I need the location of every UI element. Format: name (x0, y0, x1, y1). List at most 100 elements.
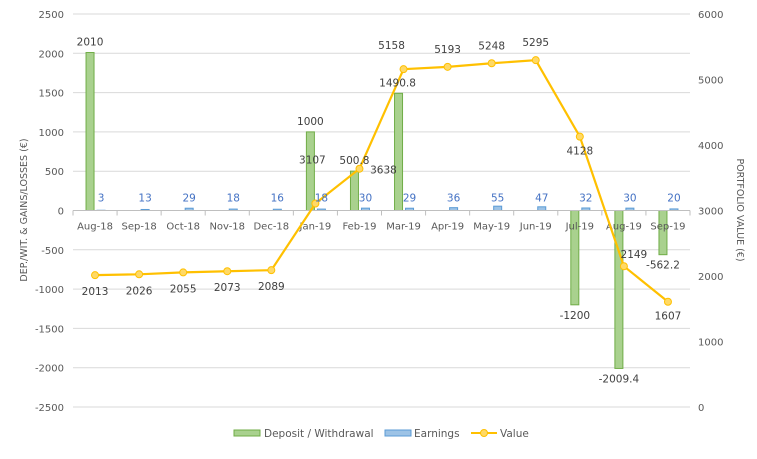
value-label: 5248 (478, 40, 505, 52)
value-line-path (95, 60, 668, 302)
x-tick-label: Oct-18 (166, 222, 200, 233)
value-marker (268, 267, 275, 274)
y-axis-left: -2500 -2000 -1500 -1000 -500 0 500 1000 1500 2000… (35, 10, 64, 414)
x-tick-label: Apr-19 (431, 222, 464, 233)
y2-tick-label: 2000 (698, 272, 723, 283)
value-label: 4128 (566, 146, 593, 158)
value-label: 2089 (258, 281, 285, 293)
y-axis-title: DEP./WIT. & GAINS/LOSSES (€) (19, 138, 30, 281)
y-tick-label: 2500 (39, 10, 64, 21)
y2-axis-title: PORTFOLIO VALUE (€) (734, 158, 745, 261)
deposit-bar (615, 211, 623, 369)
value-label: 2055 (170, 283, 197, 295)
deposit-label: 1000 (297, 116, 324, 128)
earnings-label: 36 (447, 193, 461, 205)
legend-swatch-earnings (385, 430, 411, 436)
y-tick-label: -1500 (35, 324, 64, 335)
earnings-label: 29 (182, 193, 195, 205)
value-label: 1607 (655, 311, 682, 323)
y-tick-label: 1000 (39, 128, 64, 139)
deposit-label: -2009.4 (599, 373, 640, 385)
y2-tick-label: 5000 (698, 76, 723, 87)
value-label: 2073 (214, 282, 241, 294)
value-marker (488, 60, 495, 67)
earnings-label: 20 (667, 193, 680, 205)
x-tick-label: Feb-19 (342, 222, 376, 233)
x-tick-label: Dec-18 (253, 222, 289, 233)
earnings-label: 18 (227, 193, 240, 205)
y2-tick-label: 0 (698, 403, 704, 414)
value-label: 5158 (378, 40, 405, 52)
earnings-label: 30 (623, 193, 636, 205)
y2-tick-label: 4000 (698, 141, 723, 152)
y2-tick-label: 1000 (698, 338, 723, 349)
value-label: 3638 (370, 165, 397, 177)
deposit-label: -562.2 (646, 260, 680, 272)
y-tick-label: 500 (45, 167, 64, 178)
value-marker (400, 66, 407, 73)
legend-label-value: Value (500, 428, 529, 440)
earnings-bar (494, 206, 502, 210)
value-label: 3107 (299, 154, 326, 166)
value-marker (576, 133, 583, 140)
y-axis-right: 0 1000 2000 3000 4000 5000 6000 (698, 10, 723, 414)
y-tick-label: -2000 (35, 364, 64, 375)
x-tick-label: Jun-19 (519, 222, 552, 233)
y-tick-label: -500 (41, 246, 64, 257)
x-tick-label: Nov-18 (209, 222, 245, 233)
value-marker (620, 263, 627, 270)
deposit-label: 2010 (77, 37, 104, 49)
value-label: 2149 (621, 249, 648, 261)
earnings-label: 55 (491, 193, 504, 205)
value-marker (444, 63, 451, 70)
earnings-label: 13 (138, 193, 151, 205)
value-line (92, 57, 672, 306)
legend-swatch-deposit (234, 430, 260, 436)
legend-marker-value (481, 430, 488, 437)
earnings-bar (538, 207, 546, 211)
value-marker (224, 268, 231, 275)
value-marker (180, 269, 187, 276)
y-tick-label: -1000 (35, 285, 64, 296)
deposit-label: -1200 (560, 310, 591, 322)
y-tick-label: 2000 (39, 49, 64, 60)
y-tick-label: 1500 (39, 89, 64, 100)
deposit-bar (86, 53, 94, 211)
deposit-bar (350, 171, 358, 210)
earnings-label: 18 (315, 193, 328, 205)
earnings-label: 30 (359, 193, 372, 205)
x-tick-label: May-19 (473, 222, 510, 233)
earnings-label: 29 (403, 193, 416, 205)
legend-label-deposit: Deposit / Withdrawal (264, 428, 374, 440)
y2-tick-label: 3000 (698, 207, 723, 218)
deposit-label: 500.8 (339, 155, 369, 167)
deposit-bar (659, 211, 667, 255)
legend: Deposit / Withdrawal Earnings Value (234, 428, 529, 440)
value-label: 2026 (126, 285, 153, 297)
x-tick-label: Jul-19 (565, 222, 594, 233)
value-marker (664, 298, 671, 305)
deposit-bar (395, 93, 403, 210)
earnings-label: 16 (271, 193, 285, 205)
value-marker (136, 271, 143, 278)
x-tick-label: Mar-19 (386, 222, 421, 233)
x-tick-label: Sep-19 (650, 222, 685, 233)
x-tick-label: Aug-18 (77, 222, 113, 233)
value-label: 2013 (82, 286, 109, 298)
value-marker (532, 57, 539, 64)
deposit-label: 1490.8 (379, 77, 416, 89)
legend-label-earnings: Earnings (414, 428, 460, 440)
y2-tick-label: 6000 (698, 10, 723, 21)
x-tick-label: Sep-18 (122, 222, 157, 233)
value-marker (92, 272, 99, 279)
y-tick-label: 0 (58, 207, 64, 218)
earnings-label: 3 (98, 193, 105, 205)
y-tick-label: -2500 (35, 403, 64, 414)
value-label: 5193 (434, 44, 461, 56)
deposit-bar (306, 132, 314, 211)
earnings-label: 47 (535, 193, 548, 205)
value-label: 5295 (522, 37, 549, 49)
earnings-label: 32 (579, 193, 592, 205)
